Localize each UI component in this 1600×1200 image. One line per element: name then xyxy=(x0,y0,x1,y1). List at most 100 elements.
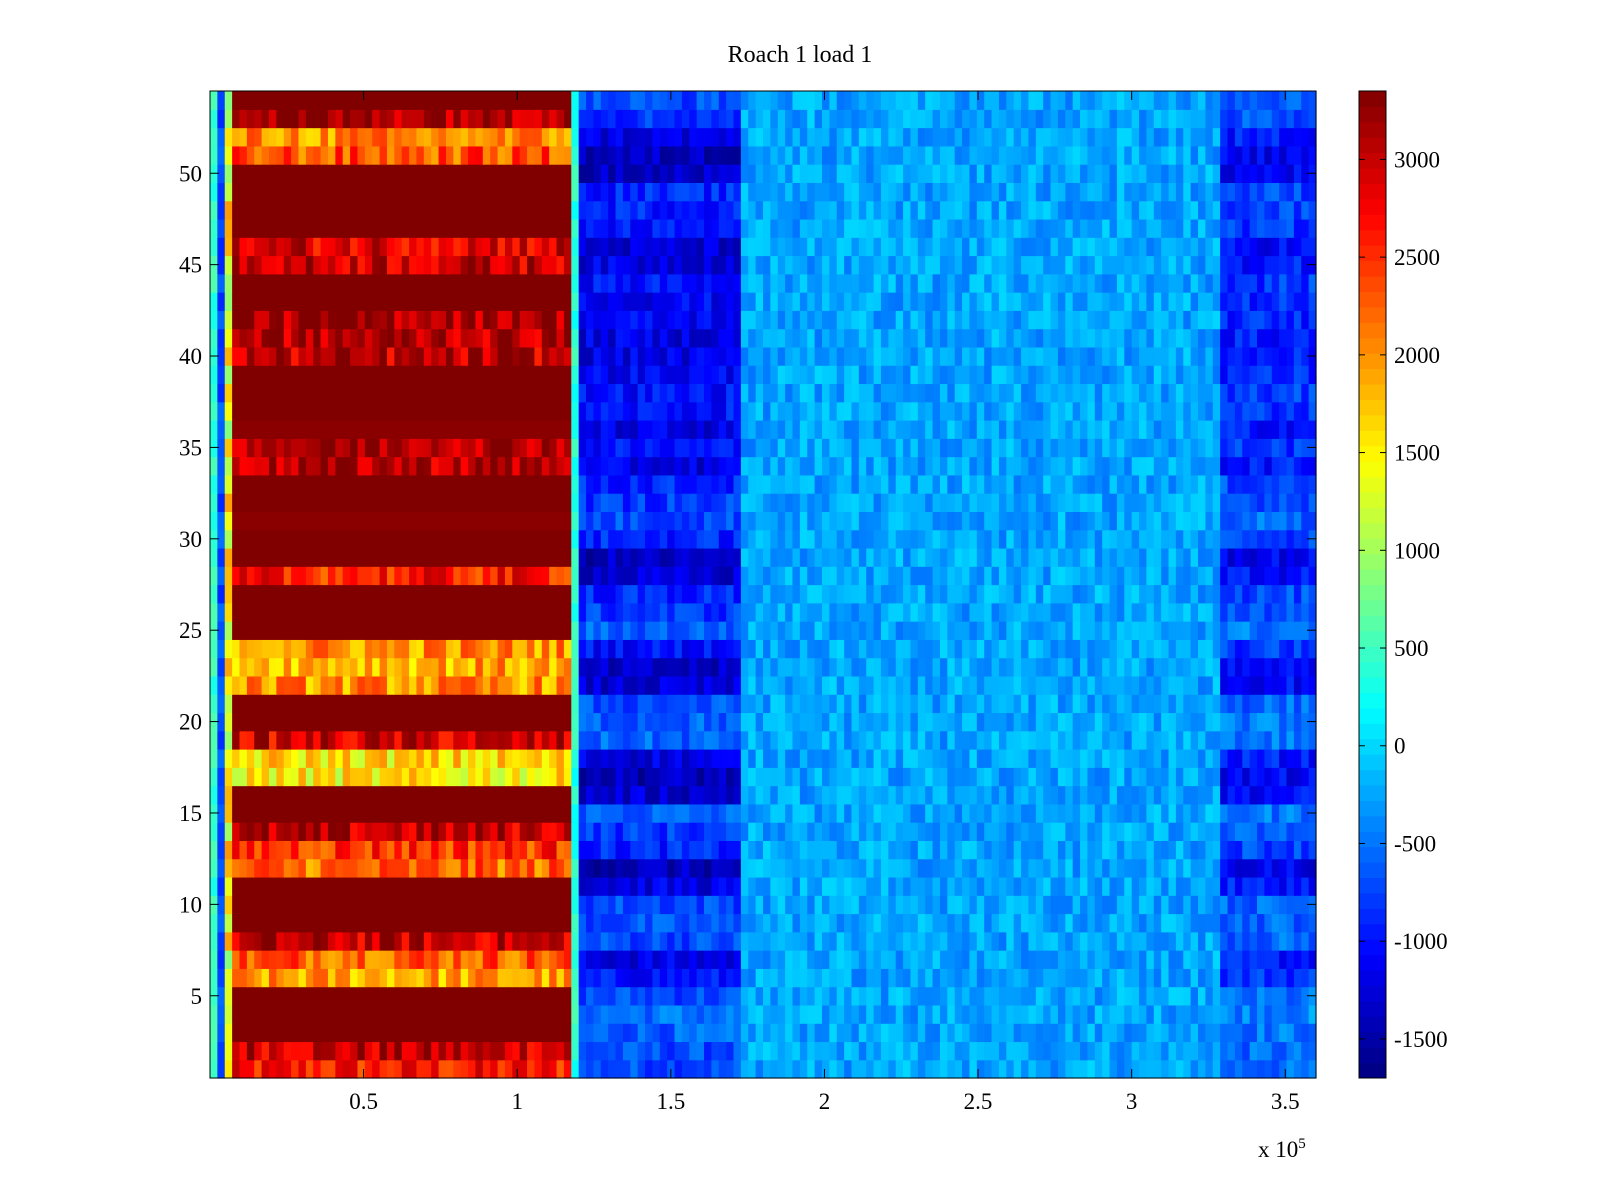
heatmap-cell xyxy=(401,749,410,768)
heatmap-cell xyxy=(1301,566,1310,586)
heatmap-cell xyxy=(659,694,668,714)
heatmap-cell xyxy=(652,858,661,878)
heatmap-cell xyxy=(512,694,521,714)
heatmap-cell xyxy=(320,675,329,695)
heatmap-cell xyxy=(1308,511,1317,531)
heatmap-cell xyxy=(217,1004,226,1024)
heatmap-cell xyxy=(460,712,469,732)
heatmap-cell xyxy=(1212,785,1221,805)
heatmap-cell xyxy=(976,876,985,896)
heatmap-cell xyxy=(1080,712,1089,732)
heatmap-cell xyxy=(1234,511,1243,531)
heatmap-cell xyxy=(556,566,565,586)
heatmap-cell xyxy=(276,950,285,969)
heatmap-cell xyxy=(1271,840,1280,860)
heatmap-cell xyxy=(711,931,720,951)
heatmap-cell xyxy=(917,876,926,896)
heatmap-cell xyxy=(681,1059,690,1079)
heatmap-cell xyxy=(829,895,838,915)
heatmap-cell xyxy=(888,968,897,988)
heatmap-cell xyxy=(283,803,292,823)
heatmap-cell xyxy=(246,950,255,969)
heatmap-cell xyxy=(1257,675,1265,695)
heatmap-cell xyxy=(239,767,248,787)
heatmap-cell xyxy=(541,803,550,823)
heatmap-cell xyxy=(246,493,255,512)
heatmap-cell xyxy=(320,1023,329,1043)
heatmap-cell xyxy=(1013,694,1022,714)
heatmap-cell xyxy=(622,511,631,531)
heatmap-cell xyxy=(1220,931,1229,951)
heatmap-cell xyxy=(763,694,771,714)
heatmap-cell xyxy=(1227,1004,1236,1024)
heatmap-cell xyxy=(917,803,926,823)
heatmap-cell xyxy=(895,1041,904,1061)
heatmap-cell xyxy=(1094,712,1103,732)
heatmap-cell xyxy=(792,803,801,823)
heatmap-cell xyxy=(1242,767,1251,787)
heatmap-cell xyxy=(704,858,712,878)
heatmap-cell xyxy=(563,785,572,805)
heatmap-cell xyxy=(246,602,255,622)
heatmap-cell xyxy=(1094,803,1103,823)
heatmap-cell xyxy=(1050,895,1059,915)
heatmap-cell xyxy=(246,1004,255,1024)
heatmap-cell xyxy=(438,639,447,659)
heatmap-cell xyxy=(829,913,838,933)
heatmap-cell xyxy=(704,1059,712,1079)
heatmap-cell xyxy=(763,511,771,531)
heatmap-cell xyxy=(1279,931,1288,951)
heatmap-cell xyxy=(372,511,381,531)
heatmap-cell xyxy=(814,895,823,915)
heatmap-cell xyxy=(541,858,550,878)
heatmap-cell xyxy=(770,840,779,860)
heatmap-cell xyxy=(740,529,749,549)
heatmap-cell xyxy=(637,1041,646,1061)
heatmap-cell xyxy=(534,547,543,567)
heatmap-cell xyxy=(696,675,705,695)
heatmap-cell xyxy=(630,931,639,951)
heatmap-cell xyxy=(740,639,749,659)
heatmap-cell xyxy=(527,840,536,860)
heatmap-cell xyxy=(438,675,447,695)
heatmap-cell xyxy=(283,511,292,531)
heatmap-cell xyxy=(372,474,381,494)
heatmap-cell xyxy=(224,529,233,549)
heatmap-cell xyxy=(1168,621,1177,640)
heatmap-cell xyxy=(1293,493,1302,512)
heatmap-cell xyxy=(431,913,440,933)
heatmap-cell xyxy=(1065,986,1074,1006)
heatmap-cell xyxy=(807,913,816,933)
heatmap-cell xyxy=(217,566,226,586)
heatmap-cell xyxy=(1286,657,1295,677)
heatmap-cell xyxy=(350,566,359,586)
heatmap-cell xyxy=(925,950,934,969)
heatmap-cell xyxy=(578,712,587,732)
heatmap-cell xyxy=(888,675,897,695)
heatmap-cell xyxy=(998,913,1007,933)
heatmap-cell xyxy=(475,1041,484,1061)
heatmap-cell xyxy=(1050,639,1059,659)
heatmap-cell xyxy=(1234,785,1243,805)
heatmap-cell xyxy=(254,1004,263,1024)
heatmap-cell xyxy=(984,639,993,659)
heatmap-cell xyxy=(1094,675,1103,695)
heatmap-cell xyxy=(748,767,757,787)
heatmap-cell xyxy=(1271,950,1280,969)
heatmap-cell xyxy=(519,547,528,567)
heatmap-cell xyxy=(409,950,418,969)
heatmap-cell xyxy=(888,931,897,951)
heatmap-cell xyxy=(497,529,506,549)
heatmap-cell xyxy=(519,602,528,622)
heatmap-cell xyxy=(763,602,771,622)
heatmap-cell xyxy=(976,657,985,677)
heatmap-cell xyxy=(1205,968,1214,988)
heatmap-cell xyxy=(217,822,226,841)
heatmap-cell xyxy=(549,621,558,640)
heatmap-cell xyxy=(1116,785,1125,805)
heatmap-cell xyxy=(726,529,735,549)
heatmap-cell xyxy=(1301,822,1310,841)
heatmap-cell xyxy=(254,1041,263,1061)
heatmap-cell xyxy=(888,657,897,677)
heatmap-cell xyxy=(998,822,1007,841)
